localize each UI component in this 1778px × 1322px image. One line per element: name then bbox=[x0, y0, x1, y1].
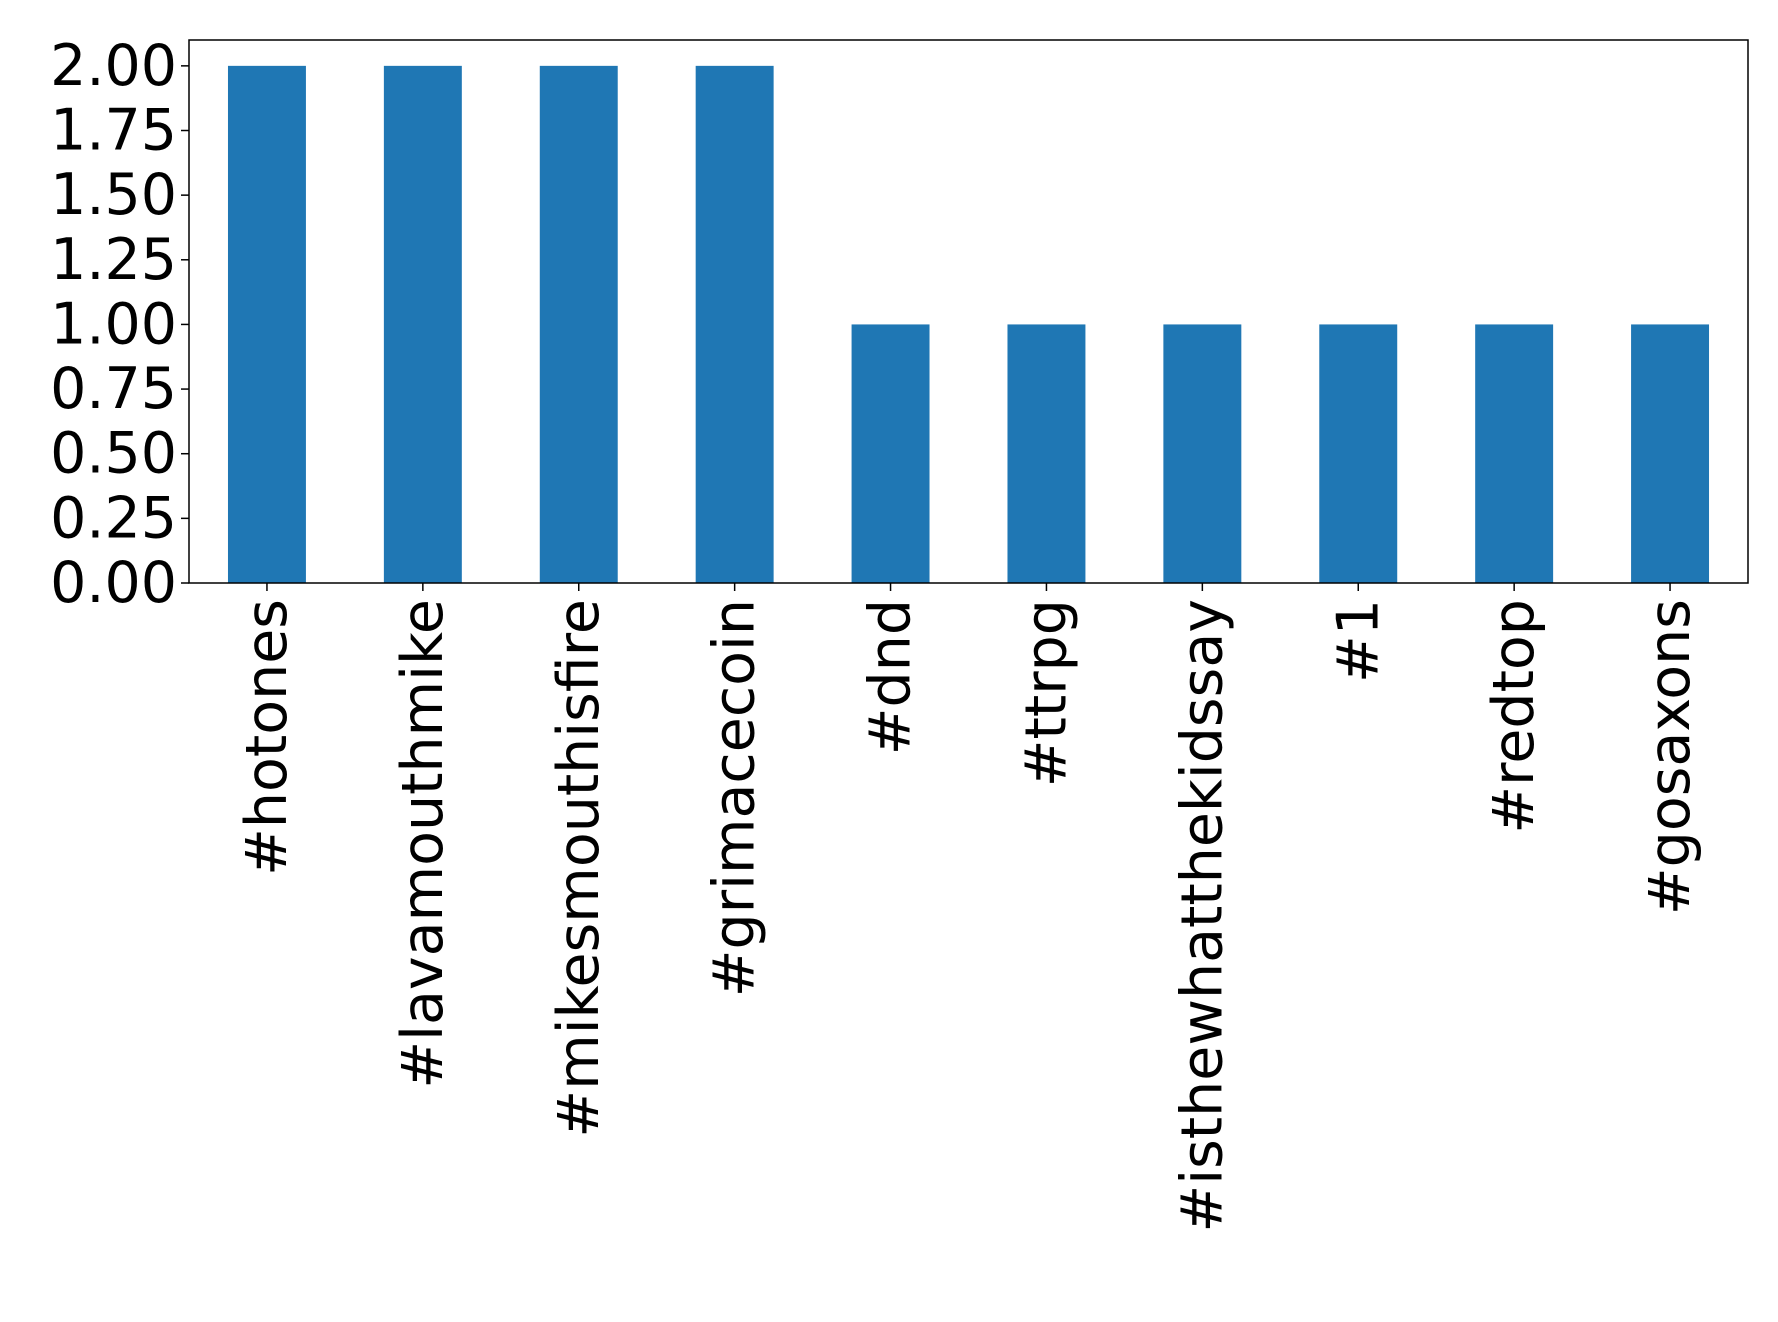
y-tick-label: 0.00 bbox=[50, 550, 177, 616]
bar bbox=[1475, 324, 1554, 583]
y-tick-label: 1.75 bbox=[50, 98, 177, 164]
bar bbox=[1319, 324, 1398, 583]
x-tick-label: #mikesmouthisfire bbox=[546, 599, 612, 1138]
x-tick-label: #isthewhatthekidssay bbox=[1169, 599, 1235, 1233]
y-tick-label: 0.50 bbox=[50, 421, 177, 487]
x-tick-label: #redtop bbox=[1481, 599, 1547, 834]
y-tick-label: 1.50 bbox=[50, 162, 177, 228]
y-axis-ticks: 0.000.250.500.751.001.251.501.752.00 bbox=[50, 33, 189, 616]
y-tick-label: 1.25 bbox=[50, 227, 177, 293]
bar bbox=[695, 65, 774, 584]
x-tick-label: #1 bbox=[1325, 599, 1391, 683]
bar bbox=[227, 65, 306, 584]
y-tick-label: 1.00 bbox=[50, 291, 177, 357]
x-tick-label: #dnd bbox=[858, 599, 924, 755]
y-tick-label: 2.00 bbox=[50, 33, 177, 99]
bars-group bbox=[227, 65, 1710, 584]
x-tick-label: #hotones bbox=[234, 599, 300, 876]
y-tick-label: 0.25 bbox=[50, 485, 177, 551]
x-tick-label: #lavamouthmike bbox=[390, 599, 456, 1089]
bar bbox=[1007, 324, 1086, 583]
bar bbox=[539, 65, 618, 584]
y-tick-label: 0.75 bbox=[50, 356, 177, 422]
bar bbox=[851, 324, 930, 583]
plot-frame bbox=[188, 39, 1749, 584]
x-tick-label: #ttrpg bbox=[1013, 599, 1079, 787]
x-axis-ticks: #hotones #lavamouthmike #mikesmouthisfire #… bbox=[234, 583, 1703, 1233]
x-tick-label: #grimacecoin bbox=[702, 599, 768, 997]
bar bbox=[383, 65, 462, 584]
bar bbox=[1631, 324, 1710, 583]
bar bbox=[1163, 324, 1242, 583]
x-tick-label: #gosaxons bbox=[1637, 599, 1703, 915]
